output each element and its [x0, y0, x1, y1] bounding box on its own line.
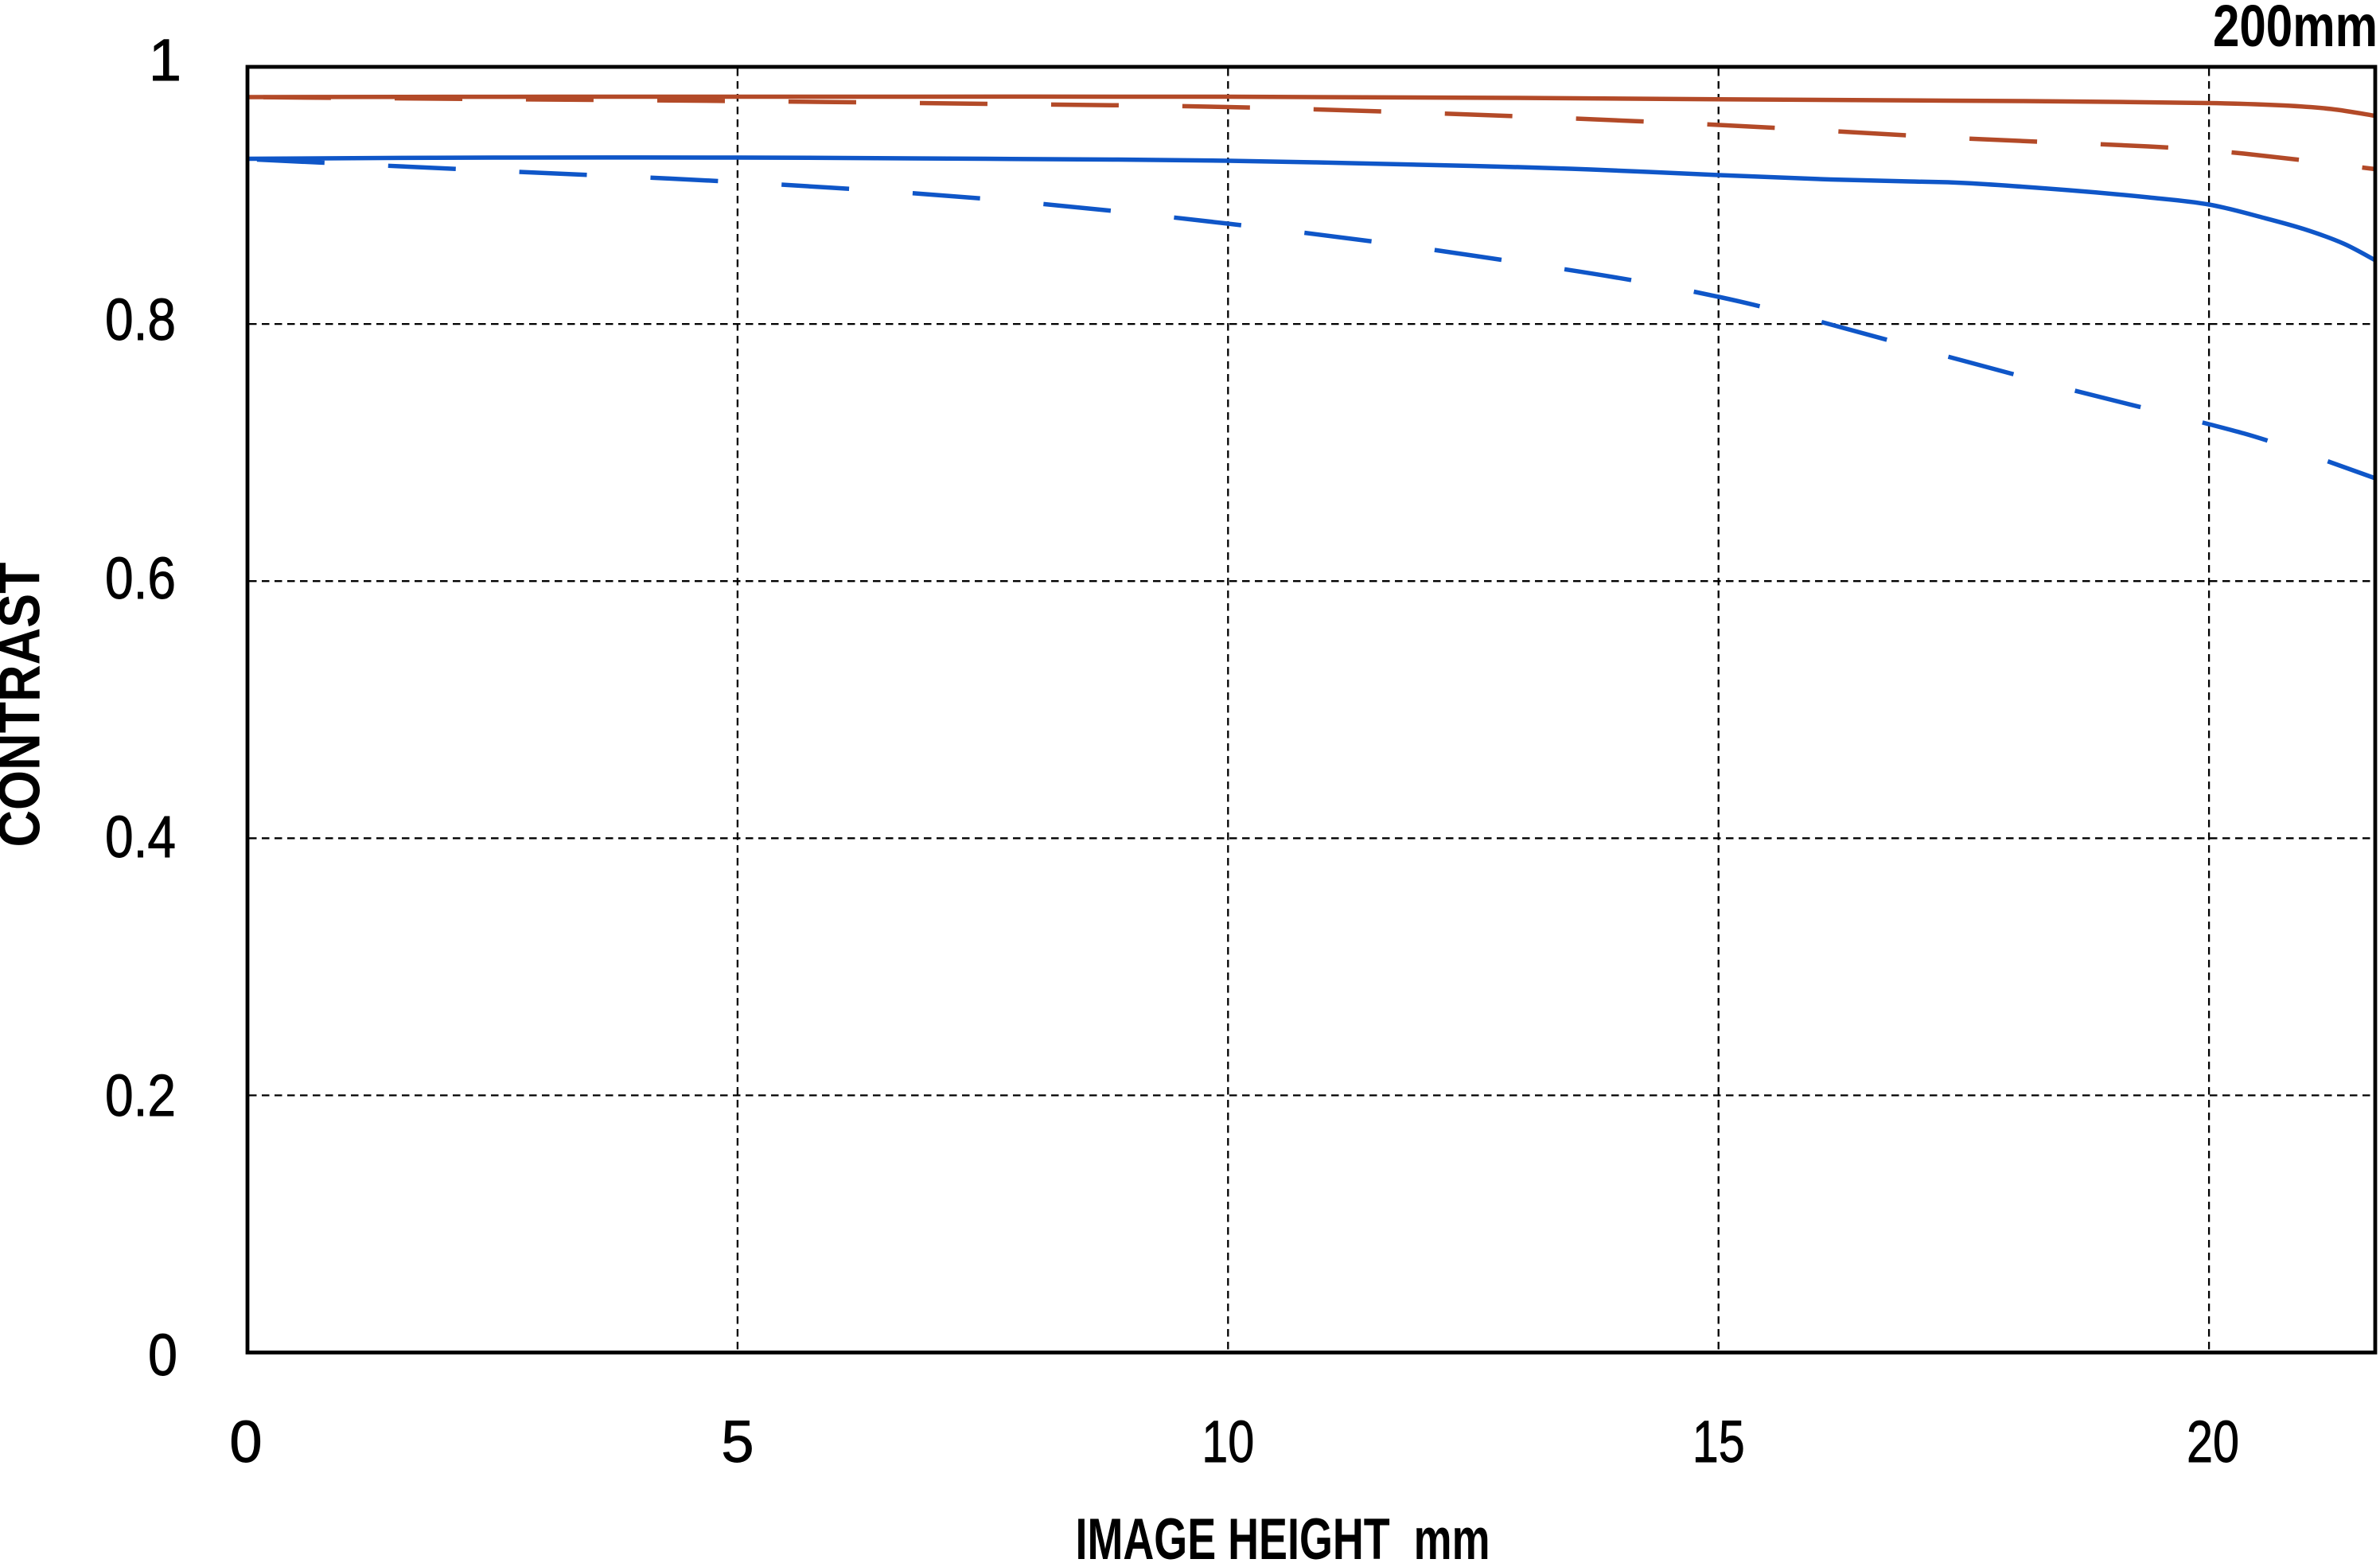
svg-text:10: 10 [1202, 1409, 1254, 1475]
svg-text:IMAGE HEIGHT mm: IMAGE HEIGHT mm [1076, 1507, 1490, 1563]
svg-text:0.2: 0.2 [105, 1062, 176, 1128]
svg-text:0.6: 0.6 [105, 545, 176, 611]
svg-text:CONTRAST: CONTRAST [0, 563, 53, 848]
svg-text:15: 15 [1692, 1409, 1745, 1475]
svg-text:5: 5 [721, 1409, 754, 1475]
svg-text:0: 0 [229, 1409, 262, 1475]
svg-text:20: 20 [2187, 1409, 2239, 1475]
svg-text:1: 1 [149, 27, 181, 93]
svg-text:200mm: 200mm [2213, 0, 2378, 59]
svg-text:0: 0 [148, 1322, 177, 1388]
svg-text:0.4: 0.4 [105, 804, 176, 870]
svg-text:0.8: 0.8 [105, 286, 176, 353]
